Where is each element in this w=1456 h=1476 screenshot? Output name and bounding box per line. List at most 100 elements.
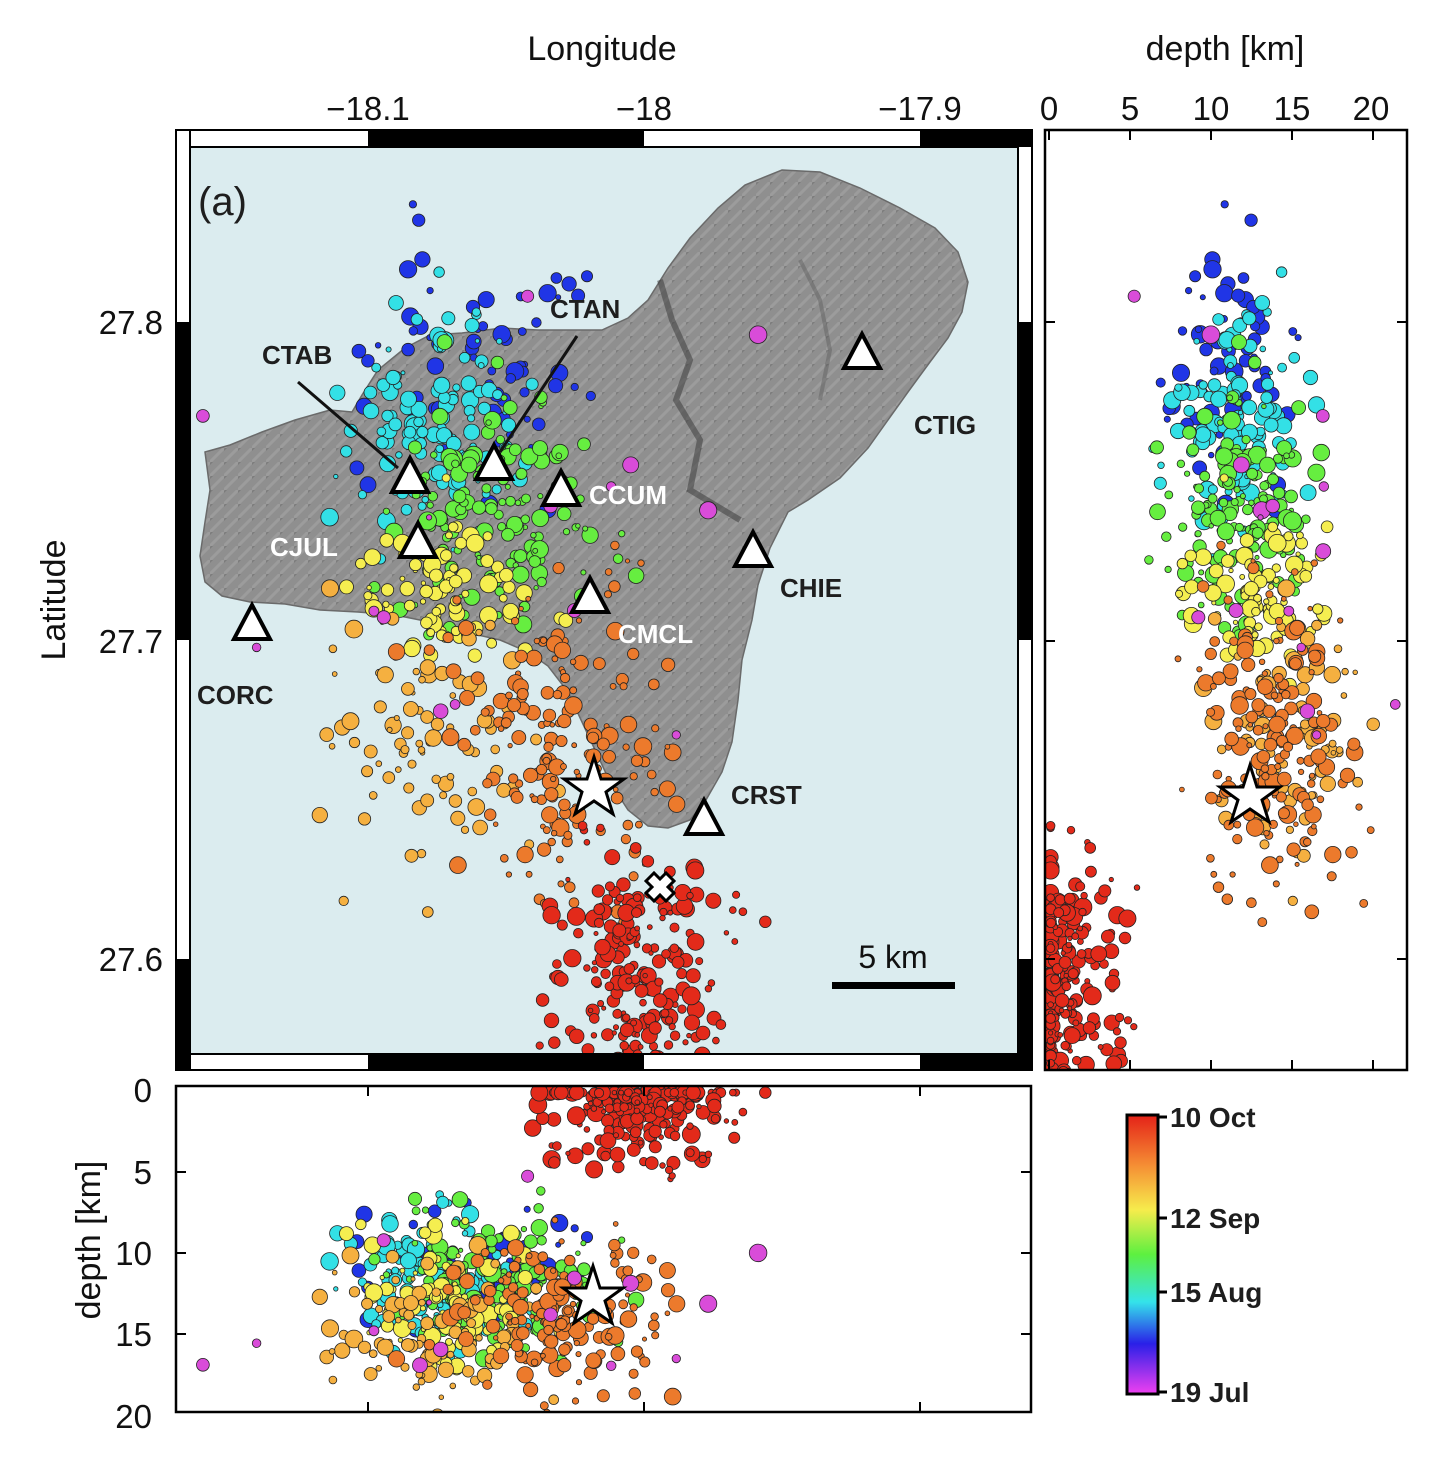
- earthquake-dot: [435, 444, 445, 454]
- earthquake-dot: [403, 1309, 415, 1321]
- earthquake-dot: [502, 580, 516, 594]
- earthquake-dot: [1060, 1040, 1070, 1051]
- earthquake-dot: [1289, 620, 1305, 636]
- earthquake-dot: [1366, 717, 1380, 732]
- earthquake-dot: [604, 1333, 613, 1341]
- earthquake-dot: [1273, 672, 1284, 684]
- earthquake-dot: [1234, 522, 1244, 532]
- earthquake-dot: [698, 1154, 707, 1164]
- earthquake-dot: [593, 1087, 605, 1099]
- earthquake-dot: [645, 1071, 658, 1084]
- earthquake-dot: [472, 819, 488, 836]
- colorbar-gradient: [1125, 1113, 1160, 1396]
- earthquake-dot: [1105, 1055, 1123, 1070]
- earthquake-dot: [431, 606, 442, 617]
- earthquake-dot: [581, 270, 594, 283]
- earthquake-dot: [671, 730, 681, 740]
- earthquake-dot: [511, 565, 530, 584]
- earthquake-dot: [1230, 696, 1249, 715]
- earthquake-dot: [442, 1283, 454, 1295]
- earthquake-dot: [1199, 342, 1213, 357]
- earthquake-dot: [368, 1253, 381, 1266]
- earthquake-dot: [516, 688, 529, 701]
- earthquake-dot: [251, 642, 262, 653]
- earthquake-dot: [628, 1368, 639, 1379]
- earthquake-dot: [471, 307, 481, 317]
- earthquake-dot: [436, 334, 453, 351]
- earthquake-dot: [491, 484, 502, 495]
- earthquake-dot: [418, 1226, 432, 1239]
- earthquake-dot: [1046, 1082, 1061, 1097]
- earthquake-dot: [604, 568, 613, 576]
- earthquake-dot: [1058, 1007, 1065, 1014]
- earthquake-dot: [329, 384, 346, 401]
- earthquake-dot: [653, 993, 668, 1008]
- earthquake-dot: [451, 459, 460, 468]
- earthquake-dot: [423, 644, 436, 656]
- earthquake-dot: [563, 830, 573, 840]
- earthquake-dot: [403, 599, 416, 612]
- earthquake-dot: [458, 1331, 474, 1347]
- station-triangle-corc: [230, 600, 274, 641]
- earthquake-dot: [525, 870, 533, 878]
- earthquake-dot: [1275, 791, 1287, 803]
- earthquake-dot: [622, 743, 630, 751]
- earthquake-dot: [1066, 826, 1076, 835]
- earthquake-dot: [632, 1049, 643, 1054]
- earthquake-dot: [601, 1109, 607, 1115]
- earthquake-dot: [1229, 871, 1236, 878]
- earthquake-dot: [1267, 473, 1279, 486]
- earthquake-dot: [1359, 899, 1369, 908]
- earthquake-dot: [375, 1365, 383, 1372]
- earthquake-dot: [592, 657, 606, 670]
- earthquake-dot: [1345, 846, 1358, 859]
- earthquake-dot: [1090, 945, 1107, 963]
- earthquake-dot: [480, 1248, 490, 1258]
- earthquake-dot: [1312, 730, 1322, 740]
- earthquake-dot: [1174, 655, 1182, 663]
- earthquake-dot: [1233, 820, 1242, 829]
- earthquake-dot: [1207, 493, 1218, 504]
- earthquake-dot: [391, 1266, 400, 1275]
- panel-label: (a): [198, 180, 247, 224]
- earthquake-dot: [426, 628, 436, 637]
- earthquake-dot: [1123, 1016, 1133, 1025]
- earthquake-dot: [544, 1334, 559, 1349]
- earthquake-dot: [1259, 345, 1267, 353]
- earthquake-dot: [551, 655, 559, 663]
- earthquake-dot: [580, 569, 587, 576]
- earthquake-dot: [1272, 486, 1286, 500]
- earthquake-dot: [431, 774, 441, 785]
- earthquake-dot: [553, 641, 572, 659]
- earthquake-dot: [569, 1300, 577, 1308]
- earthquake-dot: [1101, 1154, 1107, 1160]
- earthquake-dot: [450, 1432, 460, 1442]
- earthquake-dot: [625, 1292, 631, 1298]
- earthquake-dot: [411, 1239, 419, 1247]
- earthquake-dot: [475, 628, 483, 637]
- earthquake-dot: [445, 663, 462, 680]
- earthquake-dot: [1272, 880, 1280, 888]
- earthquake-dot: [439, 791, 448, 800]
- earthquake-dot: [404, 848, 419, 863]
- earthquake-dot: [501, 417, 517, 433]
- earthquake-dot: [533, 1263, 546, 1276]
- earthquake-dot: [1209, 366, 1219, 376]
- earthquake-dot: [1333, 644, 1343, 654]
- earthquake-dot: [1283, 605, 1295, 617]
- earthquake-dot: [602, 749, 616, 764]
- earthquake-dot: [1319, 775, 1336, 792]
- earthquake-dot: [508, 1260, 521, 1273]
- earthquake-dot: [447, 521, 459, 533]
- earthquake-dot: [1118, 931, 1132, 945]
- earthquake-dot: [530, 1358, 539, 1367]
- earthquake-dot: [1235, 725, 1242, 732]
- earthquake-dot: [1295, 537, 1308, 550]
- earthquake-dot: [1299, 569, 1313, 583]
- earthquake-dot: [1241, 434, 1251, 445]
- earthquake-dot: [410, 1276, 416, 1282]
- earthquake-dot: [660, 1008, 670, 1018]
- earthquake-dot: [485, 1319, 501, 1334]
- earthquake-dot: [400, 1252, 417, 1270]
- earthquake-dot: [460, 825, 470, 834]
